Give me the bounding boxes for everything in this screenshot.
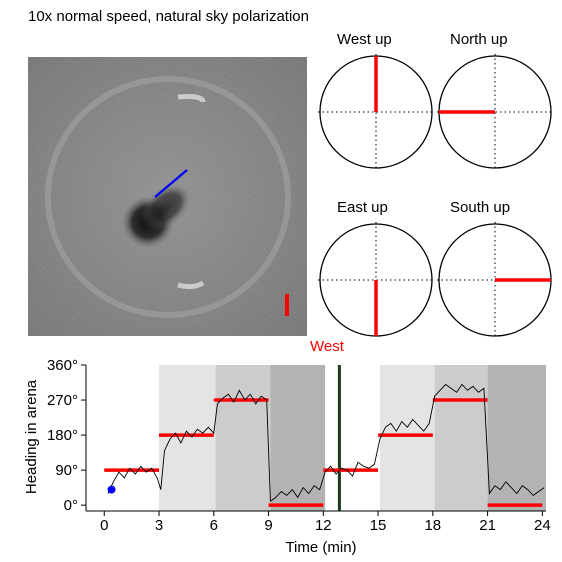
x-tick-label: 6 xyxy=(210,517,218,534)
compass-label-south: South up xyxy=(450,199,511,216)
heading-trace-line xyxy=(107,383,545,503)
heading-timeline-chart: West 0° 90° 180° 270° 360° 0 3 6 9 12 15 18 21 24 Hea… xyxy=(23,338,551,556)
compass-label-north: North up xyxy=(450,31,508,48)
x-tick-label: 12 xyxy=(315,517,332,534)
y-tick-label: 90° xyxy=(55,462,78,479)
x-tick-label: 15 xyxy=(370,517,387,534)
compass-north-up xyxy=(437,54,553,170)
x-axis-label: Time (min) xyxy=(285,539,356,556)
y-tick-label: 270° xyxy=(47,392,78,409)
y-tick-label: 180° xyxy=(47,427,78,444)
x-tick-label: 24 xyxy=(534,517,551,534)
compass-label-east: East up xyxy=(337,199,388,216)
stimulus-period-band xyxy=(159,365,216,511)
page-title: 10x normal speed, natural sky polarizati… xyxy=(28,8,309,25)
x-tick-label: 9 xyxy=(264,517,272,534)
stimulus-divider xyxy=(337,365,341,511)
y-axis-label: Heading in arena xyxy=(23,379,40,494)
compass-east-up xyxy=(318,222,434,338)
x-tick-label: 21 xyxy=(479,517,496,534)
stimulus-period-band xyxy=(379,365,435,511)
stimulus-period-band xyxy=(487,365,546,511)
stimulus-period-band xyxy=(270,365,326,511)
arena-ring xyxy=(45,76,291,318)
stimulus-period-band xyxy=(434,365,488,511)
arena-video-frame xyxy=(28,57,307,336)
x-tick-label: 3 xyxy=(155,517,163,534)
compass-south-up xyxy=(437,222,553,338)
y-tick-label: 0° xyxy=(64,497,78,514)
current-direction-label: West xyxy=(310,338,345,355)
compass-label-west: West up xyxy=(337,31,392,48)
x-tick-label: 0 xyxy=(100,517,108,534)
current-heading-marker xyxy=(107,485,116,494)
y-tick-label: 360° xyxy=(47,357,78,374)
stimulus-period-band xyxy=(215,365,271,511)
chart-axes: 0° 90° 180° 270° 360° 0 3 6 9 12 15 18 21 24 xyxy=(47,357,551,534)
stimulus-direction-marker xyxy=(285,294,289,316)
animal-heading-line xyxy=(154,169,188,198)
x-tick-label: 18 xyxy=(424,517,441,534)
compass-west-up xyxy=(318,54,434,170)
stimulus-period-shading xyxy=(159,365,546,511)
